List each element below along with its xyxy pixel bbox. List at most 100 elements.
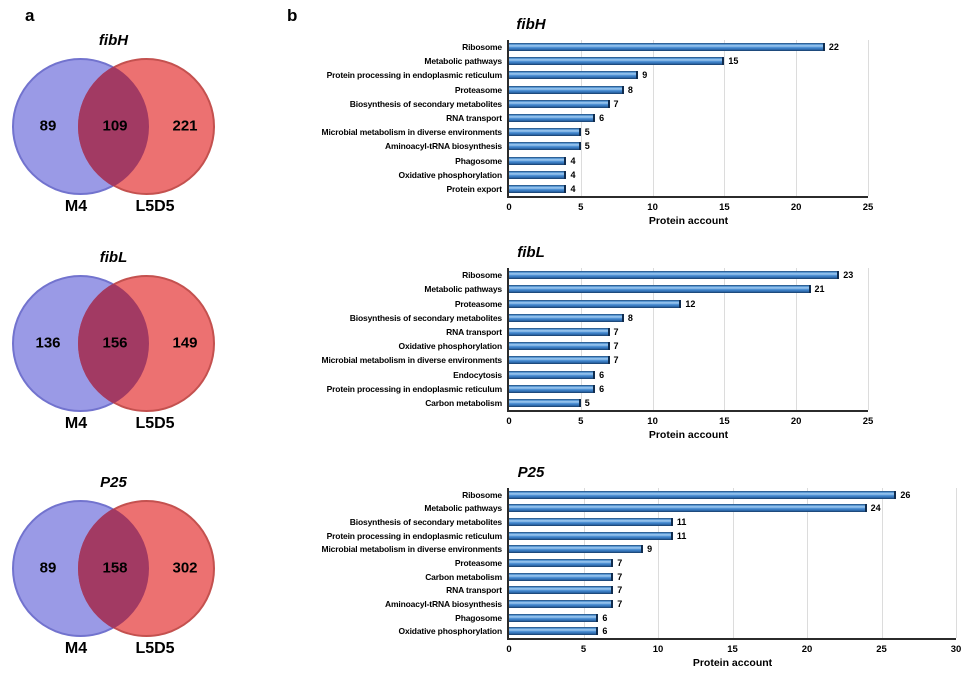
bar-value-label: 24 bbox=[870, 503, 881, 514]
bar bbox=[509, 85, 624, 94]
bar bbox=[509, 43, 825, 52]
category-label: Proteasome bbox=[454, 84, 502, 95]
bar bbox=[509, 299, 682, 308]
venn-title: fibH bbox=[98, 32, 129, 49]
bar-row: 4 bbox=[509, 168, 868, 182]
venn-set-names: M4 L5D5 bbox=[12, 415, 215, 439]
bar bbox=[509, 313, 624, 322]
venn-set-names: M4 L5D5 bbox=[12, 640, 215, 664]
x-axis-ticks: 0 5 10 15 20 25 bbox=[506, 416, 873, 428]
bar-value-label: 7 bbox=[617, 558, 623, 569]
bar-row: 4 bbox=[509, 182, 868, 196]
bar bbox=[509, 586, 614, 595]
gridline bbox=[724, 268, 726, 410]
bar bbox=[509, 128, 581, 137]
bar-row: 7 bbox=[509, 97, 868, 111]
chart-title: fibL bbox=[517, 244, 545, 261]
venn-circles: 136 156 149 bbox=[12, 275, 215, 412]
category-label: RNA transport bbox=[446, 585, 502, 596]
x-tick-label: 10 bbox=[652, 644, 664, 655]
category-label: Microbial metabolism in diverse environm… bbox=[321, 355, 503, 366]
plot-area: 22 15 9 8 7 6 5 5 4 4 4 bbox=[507, 40, 869, 198]
venn-right-count: 149 bbox=[172, 334, 198, 352]
x-tick-label: 20 bbox=[790, 202, 802, 213]
bar-value-label: 22 bbox=[828, 42, 839, 53]
gridline bbox=[658, 488, 659, 638]
bar-row: 6 bbox=[509, 624, 956, 638]
x-tick-label: 15 bbox=[719, 416, 730, 427]
category-label: Carbon metabolism bbox=[425, 397, 502, 408]
venn-title: fibL bbox=[99, 249, 128, 266]
bar bbox=[509, 327, 610, 336]
bar bbox=[509, 545, 644, 554]
category-label: Protein export bbox=[446, 183, 502, 194]
bar-value-label: 5 bbox=[584, 127, 590, 138]
panel-a-label: a bbox=[25, 6, 35, 25]
bar-value-label: 6 bbox=[602, 612, 608, 623]
category-label: Oxidative phosphorylation bbox=[398, 169, 503, 180]
x-tick-label: 0 bbox=[506, 202, 512, 213]
venn-right-set-label: L5D5 bbox=[135, 640, 175, 657]
gridline bbox=[652, 268, 654, 410]
bar bbox=[509, 271, 840, 280]
x-tick-label: 20 bbox=[790, 416, 802, 427]
bar-row: 6 bbox=[509, 611, 956, 625]
bar-value-label: 5 bbox=[584, 397, 590, 408]
venn-overlap-count: 156 bbox=[102, 334, 128, 352]
gridline bbox=[796, 40, 798, 196]
gridline bbox=[881, 488, 883, 638]
bar-value-label: 9 bbox=[642, 70, 648, 81]
category-label: Protein processing in endoplasmic reticu… bbox=[326, 530, 503, 541]
x-tick-label: 0 bbox=[506, 644, 512, 655]
bar bbox=[509, 559, 614, 568]
bar-value-label: 9 bbox=[647, 544, 653, 555]
venn-right-set-label: L5D5 bbox=[135, 198, 175, 215]
venn-left-count: 89 bbox=[39, 559, 57, 577]
bar-row: 9 bbox=[509, 543, 956, 557]
bar-value-label: 7 bbox=[613, 341, 619, 352]
bar-row: 7 bbox=[509, 570, 956, 584]
bar-row: 6 bbox=[509, 111, 868, 125]
venn-set-names: M4 L5D5 bbox=[12, 198, 215, 222]
bar bbox=[509, 504, 867, 513]
x-tick-label: 0 bbox=[506, 416, 512, 427]
gridline bbox=[868, 268, 869, 410]
venn-diagram-P25: P25 89 158 302 M4 L5D5 bbox=[12, 468, 215, 664]
gridline bbox=[956, 488, 957, 638]
bar bbox=[509, 398, 581, 407]
gridline bbox=[652, 40, 654, 196]
bar-value-label: 5 bbox=[584, 141, 590, 152]
bar bbox=[509, 490, 897, 499]
category-label: Phagosome bbox=[455, 612, 502, 623]
bar-row: 12 bbox=[509, 296, 868, 310]
bar-row: 22 bbox=[509, 40, 868, 54]
bar bbox=[509, 156, 567, 165]
bar-value-label: 4 bbox=[570, 155, 576, 166]
plot: Ribosome Metabolic pathways Proteasome Bios… bbox=[296, 268, 869, 412]
category-label: Ribosome bbox=[462, 42, 502, 53]
category-label: Biosynthesis of secondary metabolites bbox=[349, 517, 502, 528]
bar bbox=[509, 599, 614, 608]
bar-row: 7 bbox=[509, 353, 868, 367]
bar-value-label: 12 bbox=[685, 298, 696, 309]
venn-right-count: 221 bbox=[172, 117, 198, 135]
bar bbox=[509, 114, 596, 123]
venn-left-count: 89 bbox=[39, 117, 57, 135]
category-label: Carbon metabolism bbox=[425, 571, 502, 582]
gridline bbox=[868, 40, 869, 196]
bar bbox=[509, 285, 811, 294]
x-tick-label: 5 bbox=[578, 202, 584, 213]
category-label: Metabolic pathways bbox=[424, 56, 502, 67]
category-label: RNA transport bbox=[446, 326, 502, 337]
x-tick-label: 15 bbox=[727, 644, 738, 655]
category-label: Metabolic pathways bbox=[424, 503, 502, 514]
bar-row: 24 bbox=[509, 502, 956, 516]
x-tick-label: 10 bbox=[647, 416, 658, 427]
category-label: Aminoacyl-tRNA biosynthesis bbox=[384, 598, 502, 609]
bar bbox=[509, 627, 599, 636]
venn-overlap-count: 158 bbox=[102, 559, 128, 577]
category-label: Phagosome bbox=[455, 155, 502, 166]
bar-value-label: 11 bbox=[676, 530, 687, 541]
venn-diagram-fibH: fibH 89 109 221 M4 L5D5 bbox=[12, 26, 215, 222]
bar-row: 15 bbox=[509, 54, 868, 68]
